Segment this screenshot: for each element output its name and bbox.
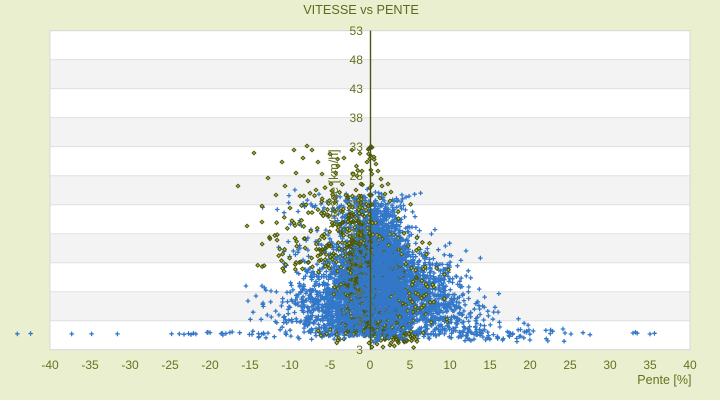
svg-text:0: 0 <box>367 358 374 372</box>
svg-text:53: 53 <box>350 24 364 38</box>
svg-text:-20: -20 <box>201 358 219 372</box>
svg-text:28: 28 <box>350 169 364 183</box>
svg-text:-35: -35 <box>81 358 99 372</box>
svg-text:15: 15 <box>483 358 497 372</box>
svg-text:18: 18 <box>350 227 364 241</box>
svg-text:40: 40 <box>683 358 697 372</box>
svg-text:35: 35 <box>643 358 657 372</box>
svg-text:-40: -40 <box>41 358 59 372</box>
svg-text:-15: -15 <box>241 358 259 372</box>
svg-text:8: 8 <box>356 285 363 299</box>
svg-text:48: 48 <box>350 53 364 67</box>
svg-text:-25: -25 <box>161 358 179 372</box>
svg-text:-30: -30 <box>121 358 139 372</box>
svg-text:-5: -5 <box>325 358 336 372</box>
svg-text:38: 38 <box>350 111 364 125</box>
svg-text:-10: -10 <box>281 358 299 372</box>
svg-text:23: 23 <box>350 198 364 212</box>
svg-text:VITESSE vs PENTE: VITESSE vs PENTE <box>303 3 419 17</box>
svg-text:25: 25 <box>563 358 577 372</box>
svg-text:43: 43 <box>350 82 364 96</box>
svg-text:3: 3 <box>356 343 363 357</box>
svg-text:3: 3 <box>356 314 363 328</box>
svg-text:10: 10 <box>443 358 457 372</box>
svg-text:Pente [%]: Pente [%] <box>637 373 691 387</box>
svg-text:5: 5 <box>407 358 414 372</box>
svg-text:33: 33 <box>350 140 364 154</box>
svg-text:Vitesse [km/h]: Vitesse [km/h] <box>327 149 341 227</box>
svg-text:13: 13 <box>350 256 364 270</box>
svg-text:20: 20 <box>523 358 537 372</box>
svg-text:30: 30 <box>603 358 617 372</box>
